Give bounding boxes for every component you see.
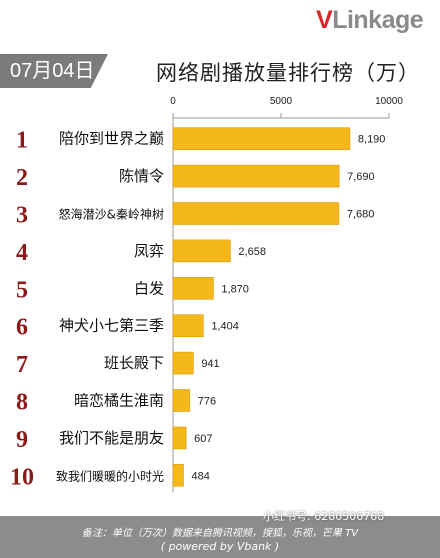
rank-number: 3	[16, 203, 28, 229]
x-tick-label: 5000	[270, 96, 293, 107]
rank-number: 1	[16, 128, 28, 154]
category-label: 暗恋橘生淮南	[74, 392, 164, 410]
value-label: 8,190	[358, 134, 386, 146]
date-tag: 07月04日	[0, 54, 108, 88]
logo-rest: Linkage	[332, 6, 424, 34]
value-label: 484	[191, 470, 209, 482]
rank-number: 6	[16, 315, 28, 341]
value-label: 2,658	[238, 246, 266, 258]
value-label: 607	[194, 433, 212, 445]
category-label: 陪你到世界之巅	[59, 130, 164, 148]
rank-number: 10	[10, 464, 34, 490]
category-label: 怒海潜沙&秦岭神树	[59, 207, 164, 222]
bar	[172, 463, 184, 487]
bar	[172, 277, 214, 300]
bar	[172, 426, 187, 450]
vlinkage-logo: VLinkage	[316, 6, 424, 35]
rank-number: 8	[16, 390, 28, 416]
rank-number: 7	[16, 352, 28, 378]
watermark: 小红书号: 6280506768	[263, 510, 385, 523]
x-tick-label: 10000	[375, 96, 403, 107]
value-label: 1,404	[211, 321, 239, 333]
rank-number: 2	[16, 165, 28, 191]
chart-title: 网络剧播放量排行榜（万）	[156, 61, 420, 85]
bar	[172, 164, 340, 188]
category-label: 致我们暖暖的小时光	[56, 468, 164, 483]
category-label: 陈情令	[119, 167, 164, 185]
value-label: 7,680	[347, 209, 375, 221]
bar	[172, 239, 231, 263]
value-label: 7,690	[347, 171, 375, 183]
footer-note: 备注：单位（万次）数据来自腾讯视频，搜狐，乐视，芒果 TV	[81, 528, 359, 539]
bar	[172, 351, 194, 375]
footer-powered: ( powered by Vbank )	[160, 540, 280, 553]
category-label: 班长殿下	[104, 354, 164, 372]
rank-number: 9	[16, 427, 28, 453]
bar	[172, 389, 191, 412]
bar	[172, 127, 351, 151]
category-label: 我们不能是朋友	[59, 429, 164, 447]
rank-number: 4	[16, 240, 28, 266]
logo-v: V	[316, 6, 333, 34]
category-label: 凤弈	[134, 242, 164, 260]
rank-number: 5	[16, 277, 28, 303]
bar	[172, 314, 204, 337]
bar	[172, 202, 340, 225]
value-label: 941	[201, 358, 219, 370]
footer: 备注：单位（万次）数据来自腾讯视频，搜狐，乐视，芒果 TV ( powered …	[0, 516, 440, 558]
x-tick-label: 0	[170, 96, 176, 107]
value-label: 1,870	[221, 283, 249, 295]
category-label: 神犬小七第三季	[59, 317, 164, 335]
value-label: 776	[198, 396, 216, 408]
ranking-bar-chart: 0 5000 10000 1 陪你到世界之巅 8,190 2 陈情令 7,690 3 怒海潜沙&秦岭…	[10, 96, 403, 492]
category-label: 白发	[134, 279, 164, 297]
